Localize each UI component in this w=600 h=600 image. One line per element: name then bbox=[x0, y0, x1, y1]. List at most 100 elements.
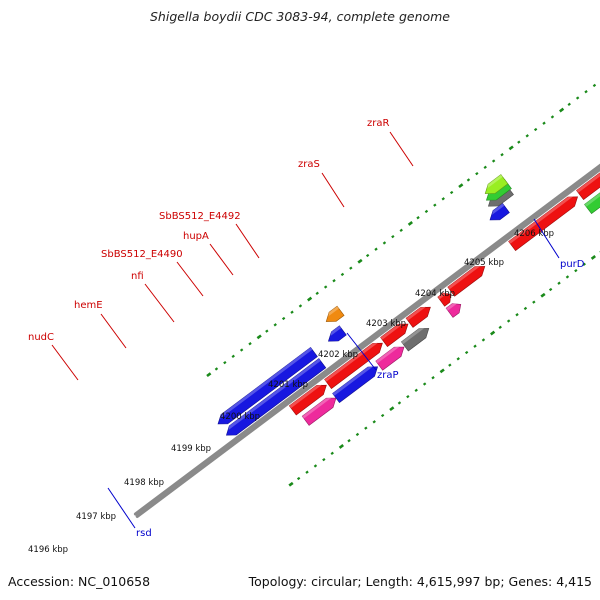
leader-line bbox=[51, 344, 79, 381]
gene-highlight bbox=[487, 174, 503, 189]
leader-line bbox=[321, 172, 345, 208]
tick-mark-lower bbox=[365, 253, 370, 258]
leader-line bbox=[100, 313, 127, 349]
gene-highlight bbox=[332, 366, 374, 396]
scale-label: 4204 kbp bbox=[415, 289, 455, 299]
scale-label: 4197 kbp bbox=[76, 512, 116, 522]
feature-layer bbox=[217, 172, 600, 436]
tick-mark-lower bbox=[550, 115, 555, 119]
tick-mark-upper bbox=[506, 319, 511, 323]
tick-mark-upper bbox=[523, 306, 528, 311]
tick-mark-lower bbox=[483, 165, 487, 169]
tick-mark-upper bbox=[338, 444, 344, 449]
tick-mark-upper bbox=[565, 275, 570, 279]
gene-highlight bbox=[289, 384, 323, 409]
gene-label: SbBS512_E4492 bbox=[159, 211, 241, 222]
tick-mark-lower bbox=[508, 145, 514, 151]
tick-mark-upper bbox=[590, 255, 596, 260]
gene-highlight bbox=[380, 323, 404, 340]
tick-mark-upper bbox=[296, 476, 301, 481]
gene-highlight bbox=[508, 196, 574, 244]
tick-mark-lower bbox=[315, 291, 319, 295]
scale-label: 4202 kbp bbox=[318, 350, 358, 360]
tick-mark-upper bbox=[288, 481, 294, 487]
scale-label: 4205 kbp bbox=[464, 258, 504, 268]
gene-highlight bbox=[492, 203, 505, 215]
tick-mark-upper bbox=[347, 439, 351, 443]
tick-mark-lower bbox=[525, 134, 529, 138]
scale-label: 4206 kbp bbox=[514, 229, 554, 239]
tick-mark-lower bbox=[399, 228, 403, 232]
gene-highlight bbox=[584, 192, 600, 207]
accession-text: Accession: NC_010658 bbox=[8, 574, 151, 589]
tick-mark-lower bbox=[382, 241, 387, 245]
tick-mark-lower bbox=[542, 121, 546, 125]
gene-label: SbBS512_E4490 bbox=[101, 249, 183, 260]
tick-mark-upper bbox=[498, 325, 502, 329]
gene-arrow-red bbox=[447, 266, 486, 297]
tick-mark-lower bbox=[281, 316, 286, 321]
tick-mark-lower bbox=[307, 296, 313, 302]
gene-highlight bbox=[330, 325, 342, 336]
leader-line bbox=[176, 261, 204, 297]
tick-mark-lower bbox=[323, 285, 328, 289]
tick-mark-lower bbox=[466, 178, 471, 182]
gene-highlight bbox=[576, 172, 600, 193]
tick-mark-upper bbox=[414, 388, 418, 392]
tick-mark-lower bbox=[449, 190, 454, 195]
tick-mark-lower bbox=[374, 247, 378, 251]
scale-label: 4201 kbp bbox=[268, 380, 308, 390]
tick-mark-lower bbox=[391, 234, 395, 239]
gene-arrow-blue bbox=[489, 202, 510, 221]
tick-mark-upper bbox=[406, 394, 410, 399]
tick-mark-upper bbox=[439, 368, 445, 374]
tick-mark-lower bbox=[475, 171, 479, 176]
tick-mark-lower bbox=[248, 342, 252, 346]
tick-mark-lower bbox=[491, 159, 496, 163]
tick-mark-lower bbox=[214, 367, 219, 371]
leader-line bbox=[107, 487, 136, 529]
gene-label: zraS bbox=[298, 159, 320, 170]
tick-layer bbox=[206, 83, 600, 487]
tick-mark-lower bbox=[273, 323, 277, 327]
gene-highlight bbox=[447, 266, 481, 290]
tick-mark-upper bbox=[389, 406, 395, 412]
tick-mark-upper bbox=[490, 330, 496, 336]
tick-mark-lower bbox=[441, 197, 445, 201]
tick-mark-upper bbox=[431, 376, 435, 380]
tick-mark-upper bbox=[305, 470, 309, 474]
tick-mark-upper bbox=[372, 420, 376, 424]
gene-label: hupA bbox=[183, 231, 209, 242]
leader-line bbox=[235, 223, 260, 259]
gene-highlight bbox=[437, 293, 448, 300]
tick-mark-upper bbox=[355, 432, 360, 437]
tick-mark-lower bbox=[500, 153, 504, 157]
tick-mark-lower bbox=[517, 140, 521, 144]
scale-label: 4198 kbp bbox=[124, 478, 164, 488]
tick-mark-lower bbox=[239, 348, 244, 352]
scale-label: 4199 kbp bbox=[171, 444, 211, 454]
tick-mark-upper bbox=[473, 344, 477, 348]
gene-highlight bbox=[324, 342, 379, 382]
tick-mark-lower bbox=[575, 96, 580, 100]
gene-highlight bbox=[446, 303, 458, 311]
gene-label: nfi bbox=[131, 271, 144, 282]
leader-line bbox=[346, 332, 377, 371]
gene-highlight bbox=[228, 358, 321, 430]
gene-arrow-lime bbox=[484, 174, 509, 194]
tick-mark-lower bbox=[584, 90, 588, 94]
tick-mark-lower bbox=[340, 272, 345, 277]
tick-mark-lower bbox=[424, 209, 429, 214]
gene-label: zraR bbox=[367, 118, 389, 129]
gene-highlight bbox=[406, 306, 427, 321]
label-layer: 4196 kbp 4197 kbp 4198 kbp 4199 kbp 4200 kbp… bbox=[28, 118, 585, 555]
tick-mark-upper bbox=[574, 268, 578, 273]
leader-line bbox=[533, 218, 560, 259]
gene-arrow-red bbox=[288, 384, 327, 416]
tick-mark-upper bbox=[532, 300, 536, 304]
scale-label: 4196 kbp bbox=[28, 545, 68, 555]
topology-text: Topology: circular; Length: 4,615,997 bp… bbox=[248, 574, 592, 589]
tick-mark-lower bbox=[567, 102, 571, 106]
tick-mark-upper bbox=[540, 292, 546, 298]
